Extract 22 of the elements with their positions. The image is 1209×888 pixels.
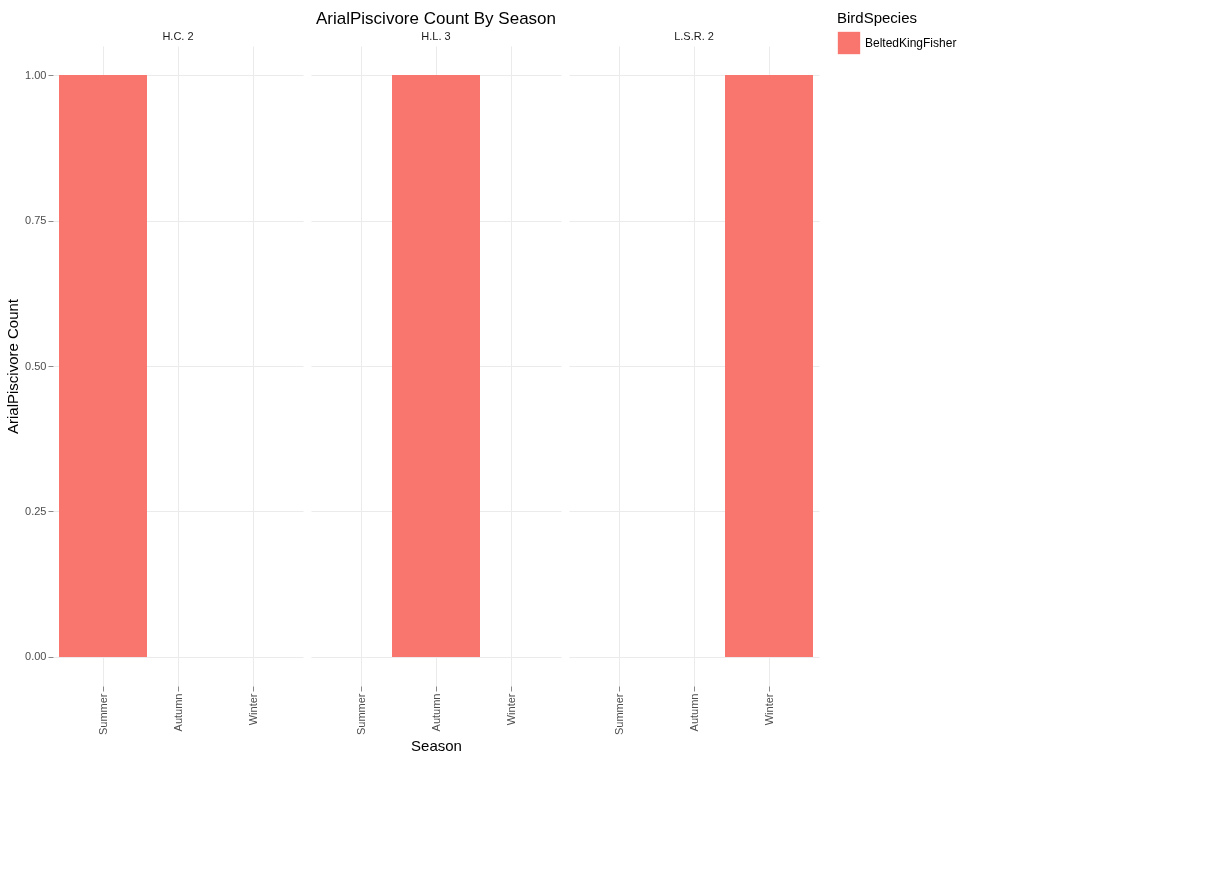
y-tick-label: 0.50 bbox=[25, 359, 47, 372]
y-axis-title: ArialPiscivore Count bbox=[4, 298, 22, 435]
y-tick-label: 1.00 bbox=[25, 68, 47, 81]
x-tick-label: Summer bbox=[96, 693, 109, 736]
y-tick-label: 0.75 bbox=[25, 214, 47, 227]
chart-subtitle: L.S.R. 2 bbox=[674, 30, 714, 42]
x-axis-title: Season bbox=[411, 737, 462, 755]
legend-title: BirdSpecies bbox=[837, 9, 918, 26]
chart-subtitle: H.L. 3 bbox=[421, 30, 451, 42]
x-tick-label: Winter bbox=[246, 693, 259, 726]
x-tick-label: Winter bbox=[762, 693, 775, 726]
chart-title: ArialPiscivore Count By Season bbox=[315, 9, 557, 28]
x-tick-label: Autumn bbox=[429, 693, 442, 732]
x-tick-label: Autumn bbox=[171, 693, 184, 732]
x-tick-label: Autumn bbox=[687, 693, 700, 732]
chart-subtitle: H.C. 2 bbox=[162, 30, 194, 42]
x-tick-label: Summer bbox=[612, 693, 625, 736]
y-tick-label: 0.25 bbox=[25, 504, 47, 517]
legend-label: BeltedKingFisher bbox=[865, 36, 957, 50]
x-tick-label: Winter bbox=[504, 693, 517, 726]
x-tick-label: Summer bbox=[354, 693, 367, 736]
y-tick-label: 0.00 bbox=[25, 650, 47, 663]
